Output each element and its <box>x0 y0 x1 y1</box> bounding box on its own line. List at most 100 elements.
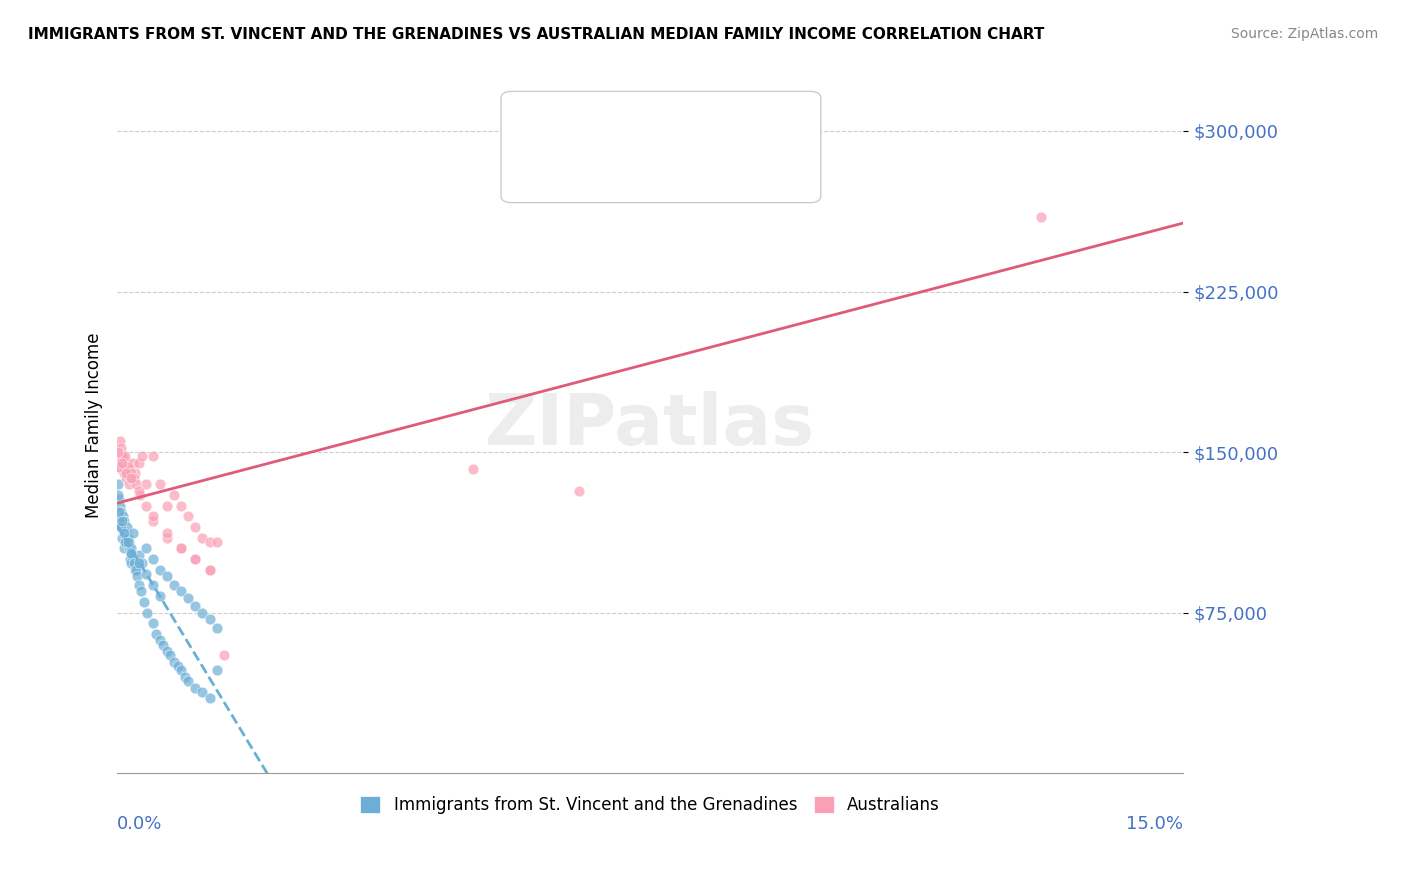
Point <box>111 509 134 524</box>
Point <box>110 462 132 476</box>
Point <box>120 548 142 562</box>
Point <box>170 499 193 513</box>
Point <box>117 477 139 491</box>
Text: 0.0%: 0.0% <box>117 815 163 833</box>
Point <box>129 584 152 599</box>
Point <box>191 606 214 620</box>
Point <box>166 659 188 673</box>
Point <box>205 621 228 635</box>
Point <box>114 450 136 464</box>
Point <box>163 488 186 502</box>
Point <box>112 462 135 476</box>
Point <box>110 441 132 455</box>
Point <box>675 156 697 170</box>
Text: 15.0%: 15.0% <box>1126 815 1184 833</box>
Point <box>131 450 153 464</box>
Point <box>108 499 131 513</box>
Point <box>156 526 179 541</box>
Point <box>124 467 146 481</box>
Point <box>184 599 207 614</box>
Point <box>110 520 132 534</box>
Point <box>128 456 150 470</box>
Text: IMMIGRANTS FROM ST. VINCENT AND THE GRENADINES VS AUSTRALIAN MEDIAN FAMILY INCOM: IMMIGRANTS FROM ST. VINCENT AND THE GREN… <box>28 27 1045 42</box>
Point <box>173 670 195 684</box>
Point <box>115 535 138 549</box>
Point <box>128 578 150 592</box>
Point <box>112 541 135 556</box>
Point <box>134 595 156 609</box>
Point <box>205 664 228 678</box>
Point <box>461 462 484 476</box>
Point <box>112 467 135 481</box>
Point <box>159 648 181 663</box>
Point <box>115 520 138 534</box>
Y-axis label: Median Family Income: Median Family Income <box>86 333 103 518</box>
Point <box>122 471 145 485</box>
Point <box>107 514 129 528</box>
Point <box>114 526 136 541</box>
Point <box>149 633 172 648</box>
Point <box>120 557 142 571</box>
Point <box>107 445 129 459</box>
Text: ZIPatlas: ZIPatlas <box>485 391 815 459</box>
Point <box>184 552 207 566</box>
Point <box>111 450 134 464</box>
Point <box>121 526 143 541</box>
Point <box>114 471 136 485</box>
Point <box>117 535 139 549</box>
Point <box>135 541 157 556</box>
Point <box>124 563 146 577</box>
Point <box>135 567 157 582</box>
Point <box>149 589 172 603</box>
Point <box>108 505 131 519</box>
Point <box>177 509 200 524</box>
Point <box>198 612 221 626</box>
Point <box>135 499 157 513</box>
Text: Source: ZipAtlas.com: Source: ZipAtlas.com <box>1230 27 1378 41</box>
Point <box>198 563 221 577</box>
Point <box>170 664 193 678</box>
Point <box>177 591 200 605</box>
Point <box>127 569 149 583</box>
Point <box>191 685 214 699</box>
Point <box>108 492 131 507</box>
Point <box>112 524 135 539</box>
Point <box>108 434 131 449</box>
Point <box>142 616 165 631</box>
Point <box>110 520 132 534</box>
Point <box>156 569 179 583</box>
Point <box>107 488 129 502</box>
FancyBboxPatch shape <box>501 91 821 202</box>
Point <box>149 563 172 577</box>
Point <box>125 477 148 491</box>
Point <box>129 488 152 502</box>
Point <box>114 535 136 549</box>
Point <box>156 531 179 545</box>
Point <box>111 456 134 470</box>
Point <box>170 541 193 556</box>
Point <box>128 548 150 562</box>
Point <box>120 541 142 556</box>
Point <box>115 467 138 481</box>
Point <box>107 450 129 464</box>
Point <box>115 456 138 470</box>
Point <box>118 535 141 549</box>
Point <box>120 467 142 481</box>
Point <box>111 514 134 528</box>
Point <box>170 584 193 599</box>
Point <box>118 462 141 476</box>
Point <box>152 638 174 652</box>
Point <box>145 627 167 641</box>
Point <box>117 541 139 556</box>
Point <box>177 674 200 689</box>
Point <box>142 552 165 566</box>
Point <box>205 535 228 549</box>
Point <box>184 552 207 566</box>
Point <box>107 477 129 491</box>
Point <box>117 531 139 545</box>
Point <box>122 557 145 571</box>
Point <box>170 541 193 556</box>
Point <box>111 450 134 464</box>
Point <box>184 520 207 534</box>
Point <box>149 477 172 491</box>
